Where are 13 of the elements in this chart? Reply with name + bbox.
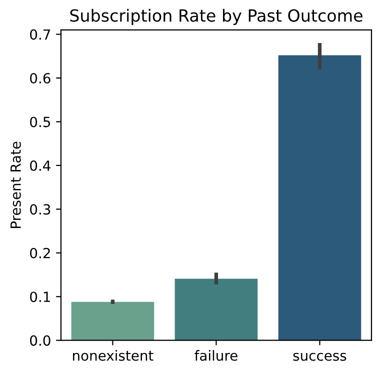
y-tick-label: 0.3: [30, 204, 50, 215]
y-tick-label: 0.4: [30, 160, 50, 171]
y-tick-label: 0.7: [30, 29, 50, 40]
y-tick-label: 0.2: [30, 248, 50, 258]
y-axis-title: Present Rate: [10, 142, 21, 228]
y-tick-label: 0.6: [30, 72, 50, 84]
x-tick-label: nonexistent: [72, 350, 154, 361]
y-tick-label: 0.0: [30, 335, 50, 346]
y-tick-label: 0.5: [30, 116, 50, 128]
x-tick-label: failure: [194, 350, 238, 361]
chart-title: Subscription Rate by Past Outcome: [70, 8, 362, 26]
y-tick-label: 0.1: [30, 292, 50, 302]
x-tick-label: success: [293, 352, 346, 361]
